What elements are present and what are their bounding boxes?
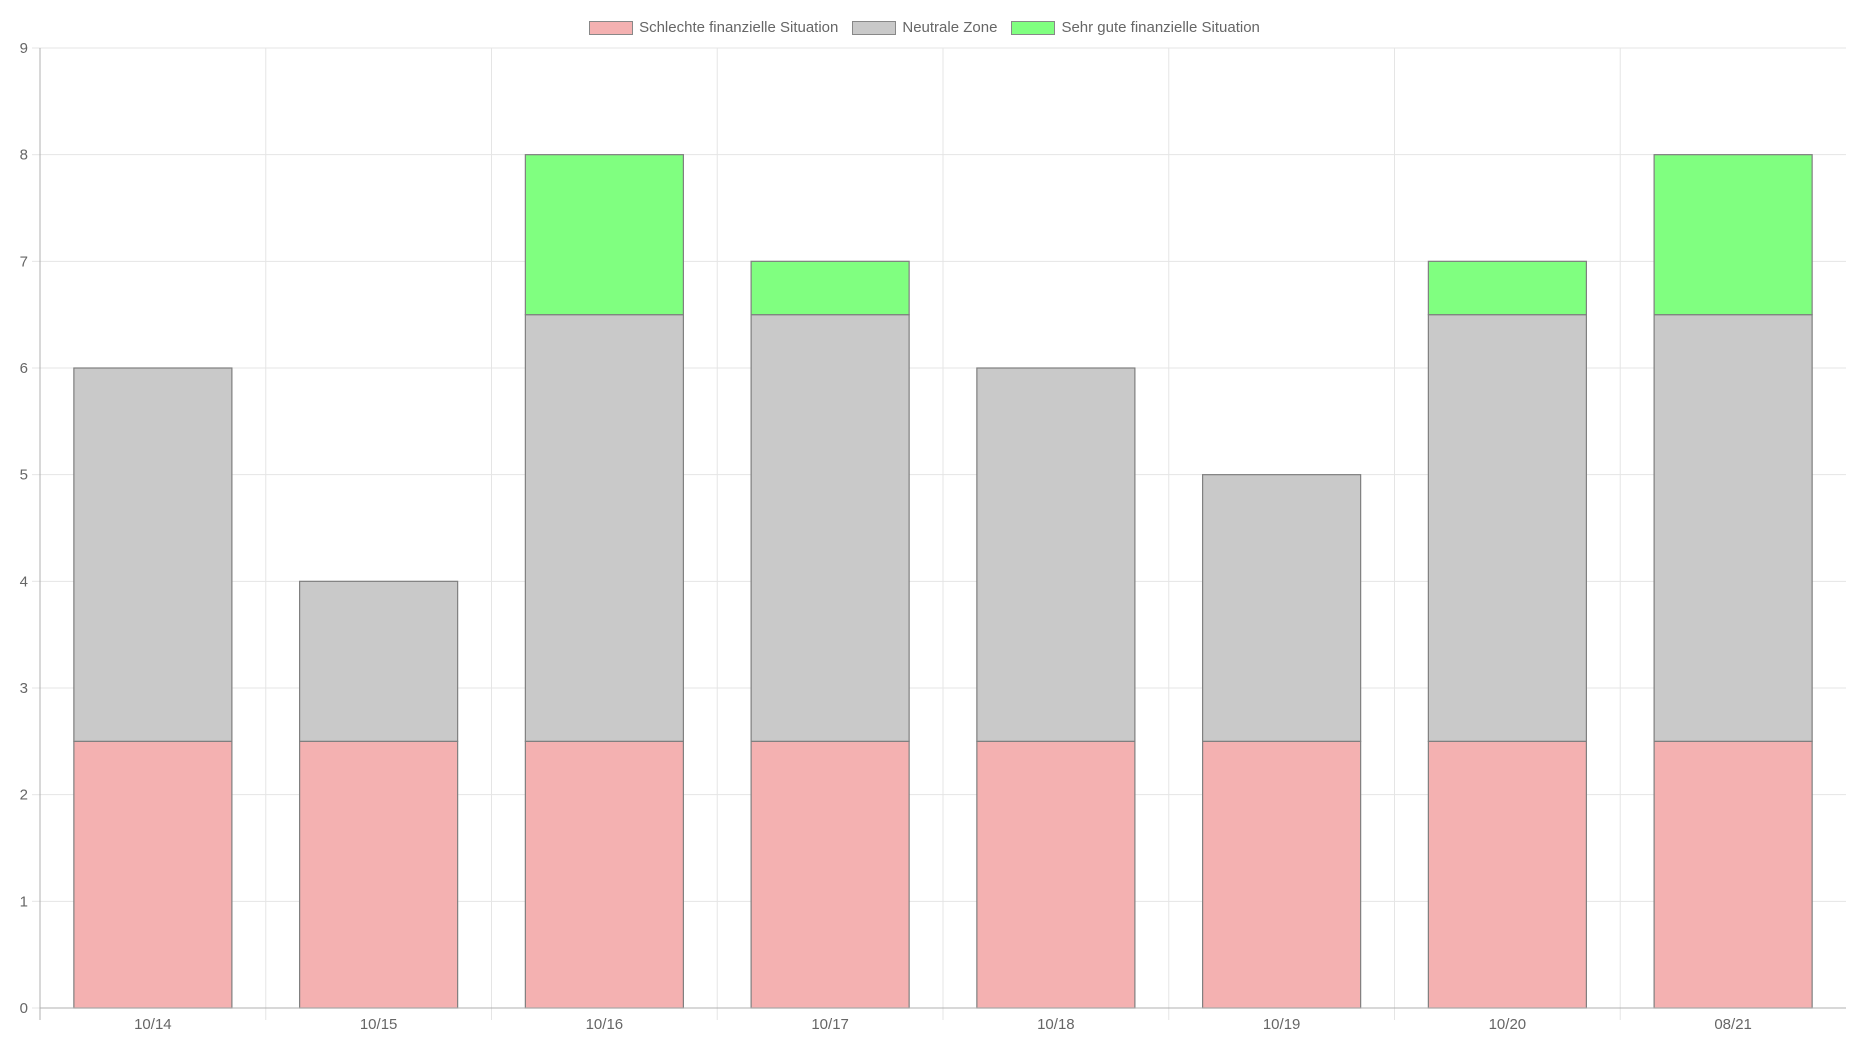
legend-label-neutrale: Neutrale Zone <box>902 19 998 36</box>
y-tick-label-0: 0 <box>20 1000 28 1017</box>
x-tick-label-10-15: 10/15 <box>360 1016 398 1033</box>
y-tick-label-5: 5 <box>20 467 28 484</box>
x-tick-label-10-16: 10/16 <box>586 1016 624 1033</box>
y-tick-label-8: 8 <box>20 147 28 164</box>
legend: Schlechte finanzielle Situation Neutrale… <box>0 19 1849 36</box>
legend-item-sehr-gute-finanzielle-situation[interactable]: Sehr gute finanzielle Situation <box>1011 19 1260 36</box>
bar-08-21-series-2[interactable] <box>1653 154 1813 316</box>
legend-label-schlechte: Schlechte finanzielle Situation <box>639 19 839 36</box>
bar-10-19-series-0[interactable] <box>1202 740 1362 1009</box>
bar-10-16-series-0[interactable] <box>524 740 684 1009</box>
legend-item-neutrale-zone[interactable]: Neutrale Zone <box>852 19 997 36</box>
bar-10-20-series-2[interactable] <box>1427 260 1587 316</box>
y-tick-label-3: 3 <box>20 680 28 697</box>
bar-10-17-series-1[interactable] <box>750 314 910 742</box>
x-tick-label-10-20: 10/20 <box>1489 1016 1527 1033</box>
y-tick-label-1: 1 <box>20 893 28 910</box>
bar-08-21-series-1[interactable] <box>1653 314 1813 742</box>
bar-10-20-series-0[interactable] <box>1427 740 1587 1009</box>
bar-10-16-series-1[interactable] <box>524 314 684 742</box>
bar-10-18-series-1[interactable] <box>976 367 1136 742</box>
y-tick-label-2: 2 <box>20 787 28 804</box>
bar-10-14-series-0[interactable] <box>73 740 233 1009</box>
y-tick-label-4: 4 <box>20 573 28 590</box>
bar-10-14-series-1[interactable] <box>73 367 233 742</box>
bars <box>73 154 1813 1009</box>
x-tick-label-10-14: 10/14 <box>134 1016 172 1033</box>
bar-10-20-series-1[interactable] <box>1427 314 1587 742</box>
grid <box>40 47 1846 1020</box>
bar-10-19-series-1[interactable] <box>1202 474 1362 742</box>
x-tick-label-10-19: 10/19 <box>1263 1016 1301 1033</box>
bar-10-16-series-2[interactable] <box>524 154 684 316</box>
axes: 0 1 2 3 4 5 6 7 8 9 10/14 10/15 10/16 10/17 10/18 10/19… <box>20 40 1846 1033</box>
legend-item-schlechte-finanzielle-situation[interactable]: Schlechte finanzielle Situation <box>589 19 838 36</box>
bar-10-17-series-0[interactable] <box>750 740 910 1009</box>
x-tick-label-08-21: 08/21 <box>1714 1016 1752 1033</box>
legend-swatch-neutrale <box>852 20 897 35</box>
y-tick-label-9: 9 <box>20 40 28 57</box>
x-tick-label-10-17: 10/17 <box>811 1016 849 1033</box>
bar-10-17-series-2[interactable] <box>750 260 910 316</box>
bar-10-15-series-1[interactable] <box>299 580 459 742</box>
legend-label-sehr-gute: Sehr gute finanzielle Situation <box>1061 19 1260 36</box>
bar-10-15-series-0[interactable] <box>299 740 459 1009</box>
bar-08-21-series-0[interactable] <box>1653 740 1813 1009</box>
y-tick-label-6: 6 <box>20 360 28 377</box>
bar-10-18-series-0[interactable] <box>976 740 1136 1009</box>
y-tick-label-7: 7 <box>20 253 28 270</box>
legend-swatch-schlechte <box>589 20 634 35</box>
legend-swatch-sehr-gute <box>1011 20 1056 35</box>
x-tick-label-10-18: 10/18 <box>1037 1016 1075 1033</box>
